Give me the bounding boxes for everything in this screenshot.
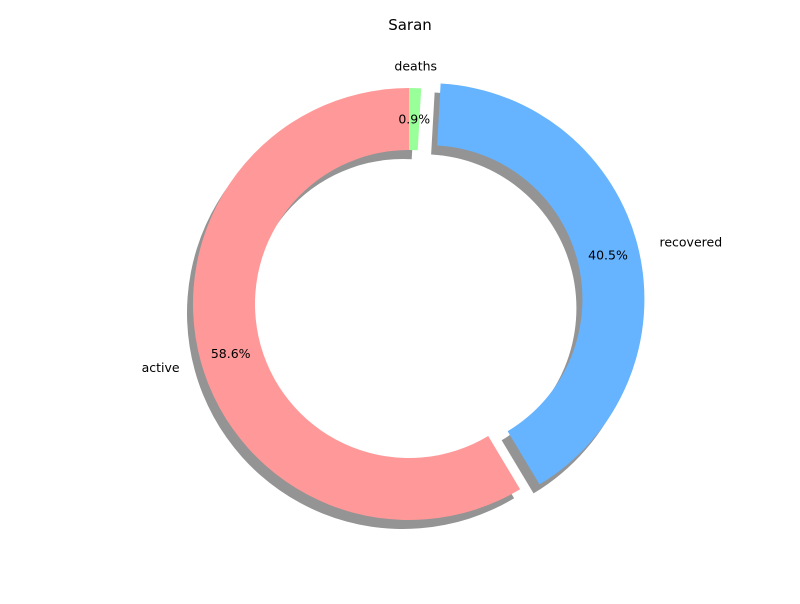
- category-label-recovered: recovered: [659, 235, 722, 250]
- slice-active: [193, 88, 521, 520]
- category-label-active: active: [142, 360, 180, 375]
- slice-recovered: [437, 83, 645, 485]
- category-label-deaths: deaths: [394, 59, 437, 74]
- chart-title: Saran: [388, 16, 432, 34]
- label-layer: 0.9% deaths 40.5% recovered 58.6% active: [142, 59, 723, 375]
- percent-label-active: 58.6%: [211, 346, 251, 361]
- slice-deaths: [409, 88, 422, 151]
- percent-label-deaths: 0.9%: [398, 112, 430, 127]
- percent-label-recovered: 40.5%: [588, 247, 628, 262]
- slice-layer: [193, 83, 645, 520]
